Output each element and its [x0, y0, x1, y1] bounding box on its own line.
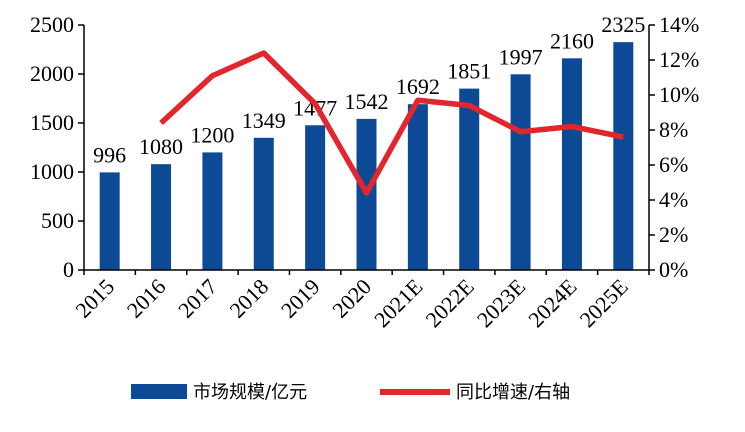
growth-line — [159, 50, 624, 196]
bar-data-label: 1542 — [345, 89, 389, 114]
x-tick-label: 2017 — [173, 274, 222, 323]
bar — [99, 172, 120, 270]
bar — [151, 164, 172, 270]
axes — [83, 25, 650, 271]
bar-data-label: 1692 — [396, 74, 440, 99]
x-tick-label: 2015 — [70, 274, 119, 323]
right-tick-label: 12% — [659, 47, 699, 72]
x-axis-tick-labels: 2015 2016 2017 2018 2019 20202021E2022E2023E2… — [70, 270, 650, 332]
legend-bar-label: 市场规模/亿元 — [193, 382, 307, 403]
right-tick-label: 14% — [659, 12, 699, 37]
left-tick-label: 2500 — [30, 12, 74, 37]
bar — [459, 88, 480, 271]
bar — [510, 74, 531, 270]
x-tick-label: 2023E — [472, 274, 530, 332]
right-tick-label: 2% — [659, 222, 688, 247]
bar-data-label: 996 — [93, 142, 126, 167]
bar — [202, 152, 223, 270]
bar — [305, 125, 326, 270]
x-tick-label: 2018 — [225, 274, 274, 323]
bar-data-label: 2160 — [550, 28, 594, 53]
right-tick-label: 8% — [659, 117, 688, 142]
bar-data-label: 1349 — [242, 108, 286, 133]
right-tick-label: 0% — [659, 257, 688, 282]
bar-data-label: 1080 — [139, 134, 183, 159]
left-tick-label: 1000 — [30, 159, 74, 184]
bar — [561, 58, 582, 270]
left-tick-label: 2000 — [30, 61, 74, 86]
x-tick-label: 2016 — [122, 274, 171, 323]
x-tick-label: 2019 — [276, 274, 325, 323]
x-tick-label: 2024E — [523, 274, 581, 332]
right-tick-label: 4% — [659, 187, 688, 212]
bar — [253, 137, 274, 270]
right-axis-ticks: 0% 2% 4% 6% 8% 10% 12% 14% — [649, 12, 699, 282]
legend-bar-swatch — [131, 384, 187, 399]
right-tick-label: 10% — [659, 82, 699, 107]
line-series — [159, 50, 624, 196]
bar-data-label: 1997 — [499, 44, 543, 69]
bar-data-label: 2325 — [601, 12, 645, 37]
legend-line-label: 同比增速/右轴 — [456, 382, 570, 403]
right-tick-label: 6% — [659, 152, 688, 177]
x-tick-label: 2022E — [420, 274, 478, 332]
legend: 市场规模/亿元 同比增速/右轴 — [131, 382, 570, 403]
x-tick-label: 2021E — [369, 274, 427, 332]
bar-series — [99, 42, 634, 271]
left-axis-ticks: 0 500 1000 1500 2000 2500 — [30, 12, 84, 282]
x-tick-label: 2025E — [575, 274, 633, 332]
bar-data-label: 1851 — [447, 59, 491, 84]
left-tick-label: 1500 — [30, 110, 74, 135]
bar — [407, 104, 428, 271]
bar-data-label: 1200 — [190, 122, 234, 147]
bar — [613, 42, 634, 271]
left-tick-label: 500 — [41, 208, 74, 233]
left-tick-label: 0 — [63, 257, 74, 282]
